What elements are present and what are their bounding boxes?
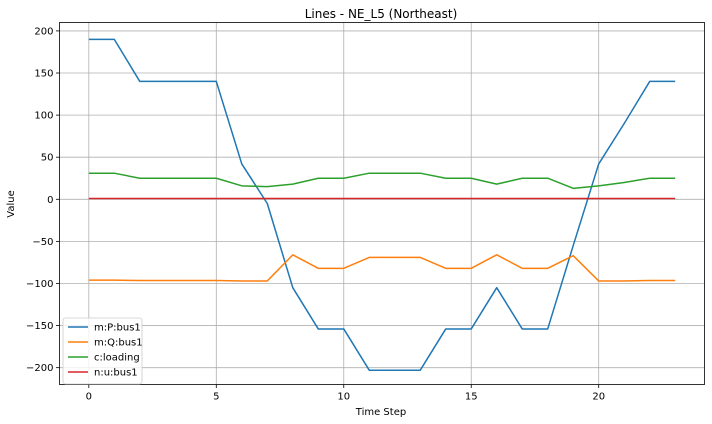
legend-label: n:u:bus1 — [94, 368, 138, 379]
y-tick-label: −50 — [32, 237, 53, 248]
ticks: 0 5 10 15 20 200 150 100 50 0 −50 −100 −150 −200 — [26, 26, 605, 402]
x-tick-label: 0 — [86, 392, 92, 403]
series-group — [88, 38, 676, 371]
series-line-m-p-bus1 — [88, 38, 676, 371]
x-tick-label: 10 — [337, 392, 350, 403]
grid — [59, 22, 705, 385]
y-tick-label: 50 — [41, 153, 54, 164]
legend-label: m:P:bus1 — [94, 323, 141, 334]
y-tick-label: 150 — [34, 69, 53, 80]
y-tick-label: −200 — [26, 363, 53, 374]
legend: m:P:bus1 m:Q:bus1 c:loading n:u:bus1 — [62, 317, 143, 385]
y-tick-label: −100 — [26, 279, 53, 290]
x-axis-label: Time Step — [355, 407, 406, 418]
chart-title: Lines - NE_L5 (Northeast) — [305, 7, 458, 21]
legend-label: m:Q:bus1 — [94, 338, 143, 349]
legend-label: c:loading — [94, 353, 140, 364]
x-tick-label: 5 — [213, 392, 219, 403]
y-tick-label: 0 — [47, 195, 53, 206]
x-tick-label: 20 — [592, 392, 605, 403]
y-tick-label: 100 — [34, 111, 53, 122]
x-tick-label: 15 — [465, 392, 478, 403]
y-axis-label: Value — [6, 190, 17, 217]
legend-box — [62, 317, 143, 385]
series-line-c-loading — [88, 172, 676, 190]
series-line-m-q-bus1 — [88, 254, 676, 282]
y-tick-label: −150 — [26, 321, 53, 332]
plot-frame — [59, 22, 705, 385]
y-tick-label: 200 — [34, 26, 53, 37]
